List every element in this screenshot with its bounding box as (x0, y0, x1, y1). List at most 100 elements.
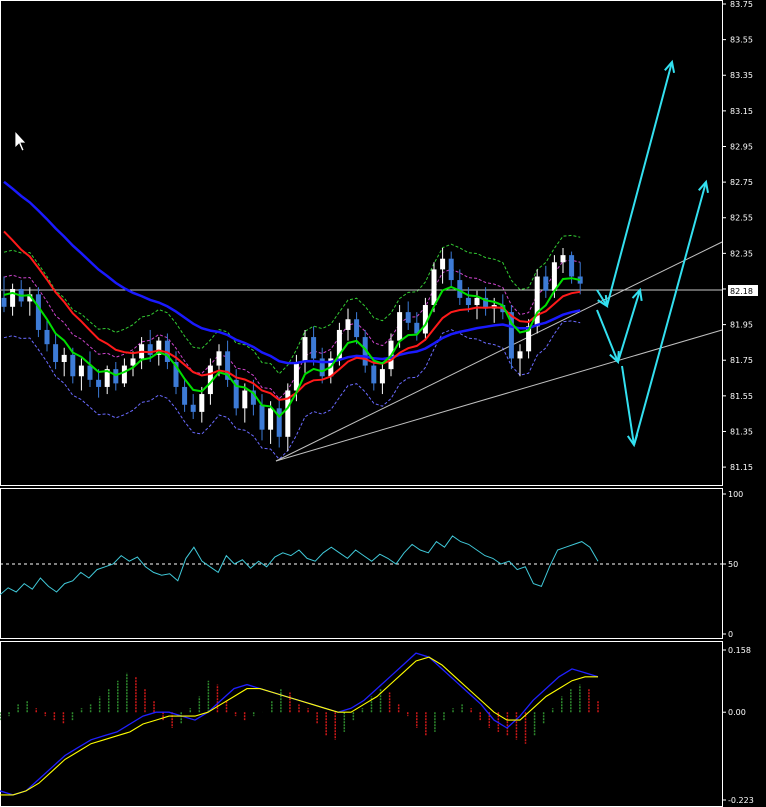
candle-body (216, 351, 222, 366)
candle-body (422, 305, 428, 334)
ma-mid-line (3, 230, 581, 402)
price-tick-label: 82.35 (730, 249, 753, 258)
current-price-box: 82.18 (728, 285, 758, 296)
candle-body (96, 379, 102, 387)
candle-body (577, 276, 583, 284)
price-tick-label: 81.75 (730, 356, 753, 365)
candle-body (70, 354, 76, 377)
price-tick-label: 83.55 (730, 36, 753, 45)
macd-axis: 0.158 0.00 -0.223 (722, 646, 754, 805)
price-tick-label: 82.55 (730, 214, 753, 223)
macd-panel[interactable] (0, 652, 599, 796)
candle-body (44, 329, 50, 345)
candle-body (78, 365, 84, 377)
candle-body (35, 294, 41, 330)
trendline-lower (275, 329, 723, 462)
candle-body (526, 326, 532, 352)
projection-arrow-2-head (664, 59, 676, 73)
macd-tick-label: 0.00 (728, 708, 746, 717)
ma-slow-line (3, 180, 581, 365)
candle-body (319, 358, 325, 377)
candle-body (405, 312, 411, 323)
rsi-line (0, 535, 599, 596)
candle-body (199, 394, 205, 412)
trendline-upper (275, 241, 723, 462)
candle-body (53, 344, 59, 363)
candle-body (440, 258, 446, 270)
candle-body (259, 404, 265, 430)
macd-line (0, 652, 599, 796)
candle-body (517, 351, 523, 359)
projection-arrow-2 (606, 61, 673, 307)
candle-body (233, 379, 239, 409)
candle-body (448, 258, 454, 281)
candle-body (147, 344, 153, 355)
price-tick-label: 83.35 (730, 71, 753, 80)
macd-tick-label: 0.158 (728, 646, 751, 655)
candle-body (302, 337, 308, 363)
macd-signal-line (0, 656, 598, 796)
price-tick-label: 81.55 (730, 392, 753, 401)
candle-body (569, 255, 575, 277)
moving-averages (3, 180, 581, 418)
envelope-bands (3, 234, 581, 461)
candle-body (354, 319, 360, 338)
candle-body (362, 337, 368, 366)
price-panel[interactable] (0, 59, 723, 462)
rsi-panel[interactable] (0, 535, 722, 596)
projection-arrow-5 (621, 365, 635, 446)
candle-body (121, 365, 127, 384)
candle-body (130, 358, 136, 366)
candle-body (414, 322, 420, 334)
rsi-axis: 100 50 0 (722, 490, 743, 639)
candle-body (371, 365, 377, 384)
candle-body (250, 390, 256, 405)
candle-body (1, 297, 7, 307)
candle-body (104, 369, 110, 387)
price-axis: 83.75 83.55 83.35 83.15 82.95 82.75 82.55 82.35… (722, 0, 753, 472)
candle-body (508, 312, 514, 359)
candle-body (27, 294, 33, 302)
price-tick-label: 81.35 (730, 427, 753, 436)
candle-body (207, 365, 213, 395)
candle-body (431, 269, 437, 306)
rsi-tick-label: 100 (728, 490, 743, 499)
price-tick-label: 81.15 (730, 463, 753, 472)
macd-histogram (0, 672, 599, 744)
candle-body (311, 337, 317, 359)
candle-body (268, 408, 274, 430)
candle-body (276, 408, 282, 437)
trendlines (275, 241, 723, 462)
candle-body (242, 390, 248, 409)
envelope-upper (3, 234, 581, 375)
projection-arrows (596, 59, 709, 448)
projection-arrow-3 (596, 309, 619, 363)
price-tick-label: 81.95 (730, 321, 753, 330)
candle-body (87, 365, 93, 380)
candle-body (190, 404, 196, 412)
envelope-lower (3, 320, 581, 461)
ma-fast-line (3, 277, 581, 418)
candle-body (173, 362, 179, 387)
projection-arrow-4 (617, 289, 641, 363)
candle-body (457, 280, 463, 298)
price-tick-label: 83.75 (730, 0, 753, 9)
candle-body (345, 319, 351, 330)
candle-body (397, 312, 403, 341)
candle-body (560, 255, 566, 263)
candlesticks (1, 248, 583, 452)
projection-arrow-4-head (631, 287, 643, 302)
price-panel-border (0, 0, 723, 486)
projection-arrow-1 (596, 289, 608, 307)
candle-body (225, 351, 231, 380)
macd-tick-label: -0.223 (728, 796, 754, 805)
candle-body (336, 329, 342, 359)
candle-body (379, 369, 385, 384)
candle-body (551, 262, 557, 291)
candle-body (534, 276, 540, 327)
price-tick-label: 82.95 (730, 142, 753, 151)
panel-borders (0, 0, 723, 807)
projection-arrow-6 (633, 181, 707, 446)
candle-body (182, 386, 188, 405)
price-tick-label: 82.75 (730, 178, 753, 187)
